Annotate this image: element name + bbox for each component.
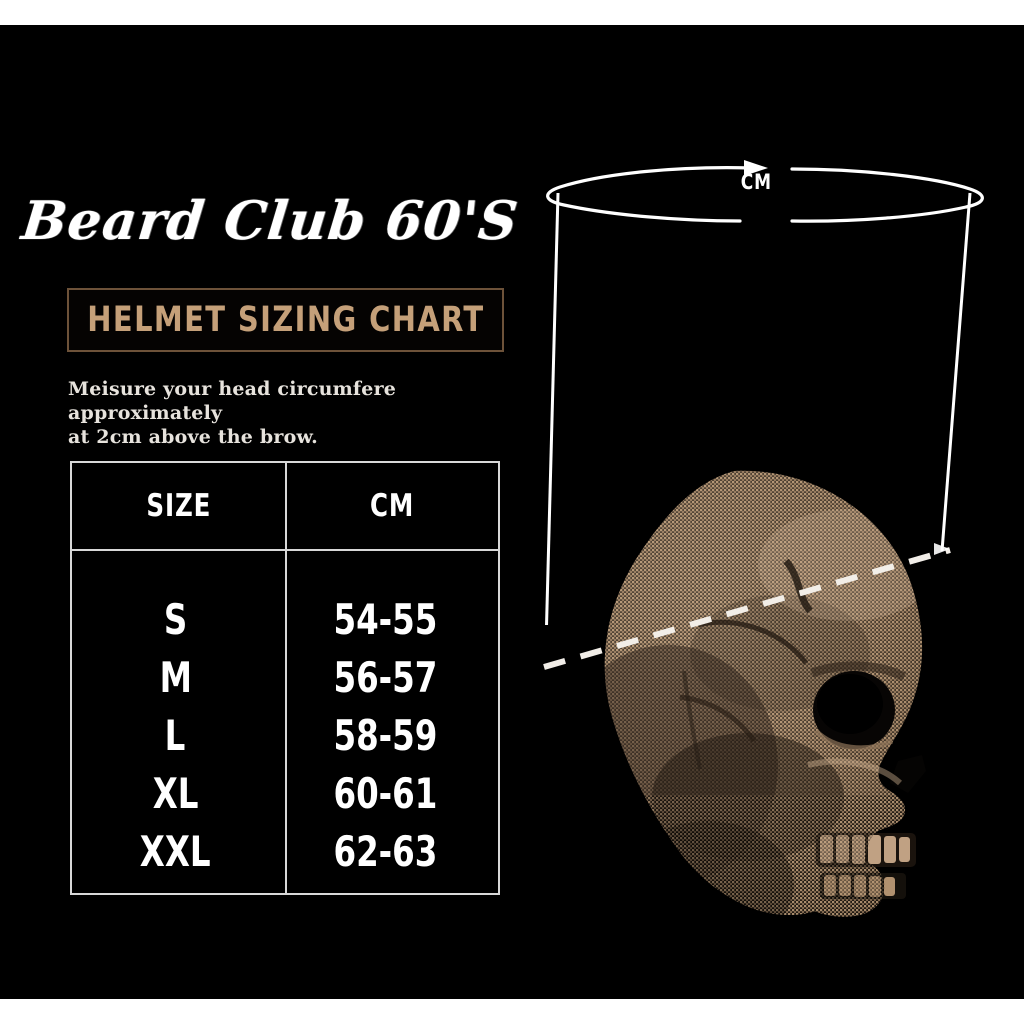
table-row: 54-55 bbox=[333, 595, 438, 644]
column-header-cm: CM bbox=[370, 488, 415, 524]
table-header-cell-size: SIZE bbox=[72, 463, 285, 549]
table-row: 58-59 bbox=[333, 711, 438, 760]
table-body-row: S M L XL XXL 54-55 56-57 58-59 60-61 62-… bbox=[72, 551, 498, 893]
poster-stage: Beard Club 60'S HELMET SIZING CHART Meis… bbox=[0, 25, 1024, 999]
table-body-cell-size: S M L XL XXL bbox=[72, 551, 285, 893]
skull-illustration bbox=[548, 465, 968, 945]
table-row: S bbox=[163, 595, 188, 644]
instruction-line-1: Meisure your head circumfere approximate… bbox=[68, 378, 397, 424]
column-header-size: SIZE bbox=[146, 488, 211, 524]
measurement-instructions: Meisure your head circumfere approximate… bbox=[68, 377, 520, 449]
table-row: 60-61 bbox=[333, 769, 438, 818]
table-row: 56-57 bbox=[333, 653, 438, 702]
page-title: HELMET SIZING CHART bbox=[86, 300, 485, 340]
table-row: XXL bbox=[140, 827, 211, 876]
cm-loop-label: CM bbox=[740, 170, 772, 194]
table-body-cell-cm: 54-55 56-57 58-59 60-61 62-63 bbox=[285, 551, 498, 893]
table-row: 62-63 bbox=[333, 827, 438, 876]
letterbox-bottom bbox=[0, 999, 1024, 1024]
size-chart-table: SIZE CM S M L XL XXL bbox=[70, 461, 500, 895]
table-row: XL bbox=[152, 769, 199, 818]
table-row: L bbox=[165, 711, 186, 760]
instruction-line-2: at 2cm above the brow. bbox=[68, 426, 318, 448]
brand-logo: Beard Club 60'S bbox=[18, 190, 522, 252]
direction-arrow-icon bbox=[744, 160, 768, 176]
table-header-row: SIZE CM bbox=[72, 463, 498, 551]
letterbox-top bbox=[0, 0, 1024, 25]
table-header-cell-cm: CM bbox=[285, 463, 498, 549]
table-row: M bbox=[159, 653, 192, 702]
helmet-sizing-chart-title-box: HELMET SIZING CHART bbox=[67, 288, 504, 352]
